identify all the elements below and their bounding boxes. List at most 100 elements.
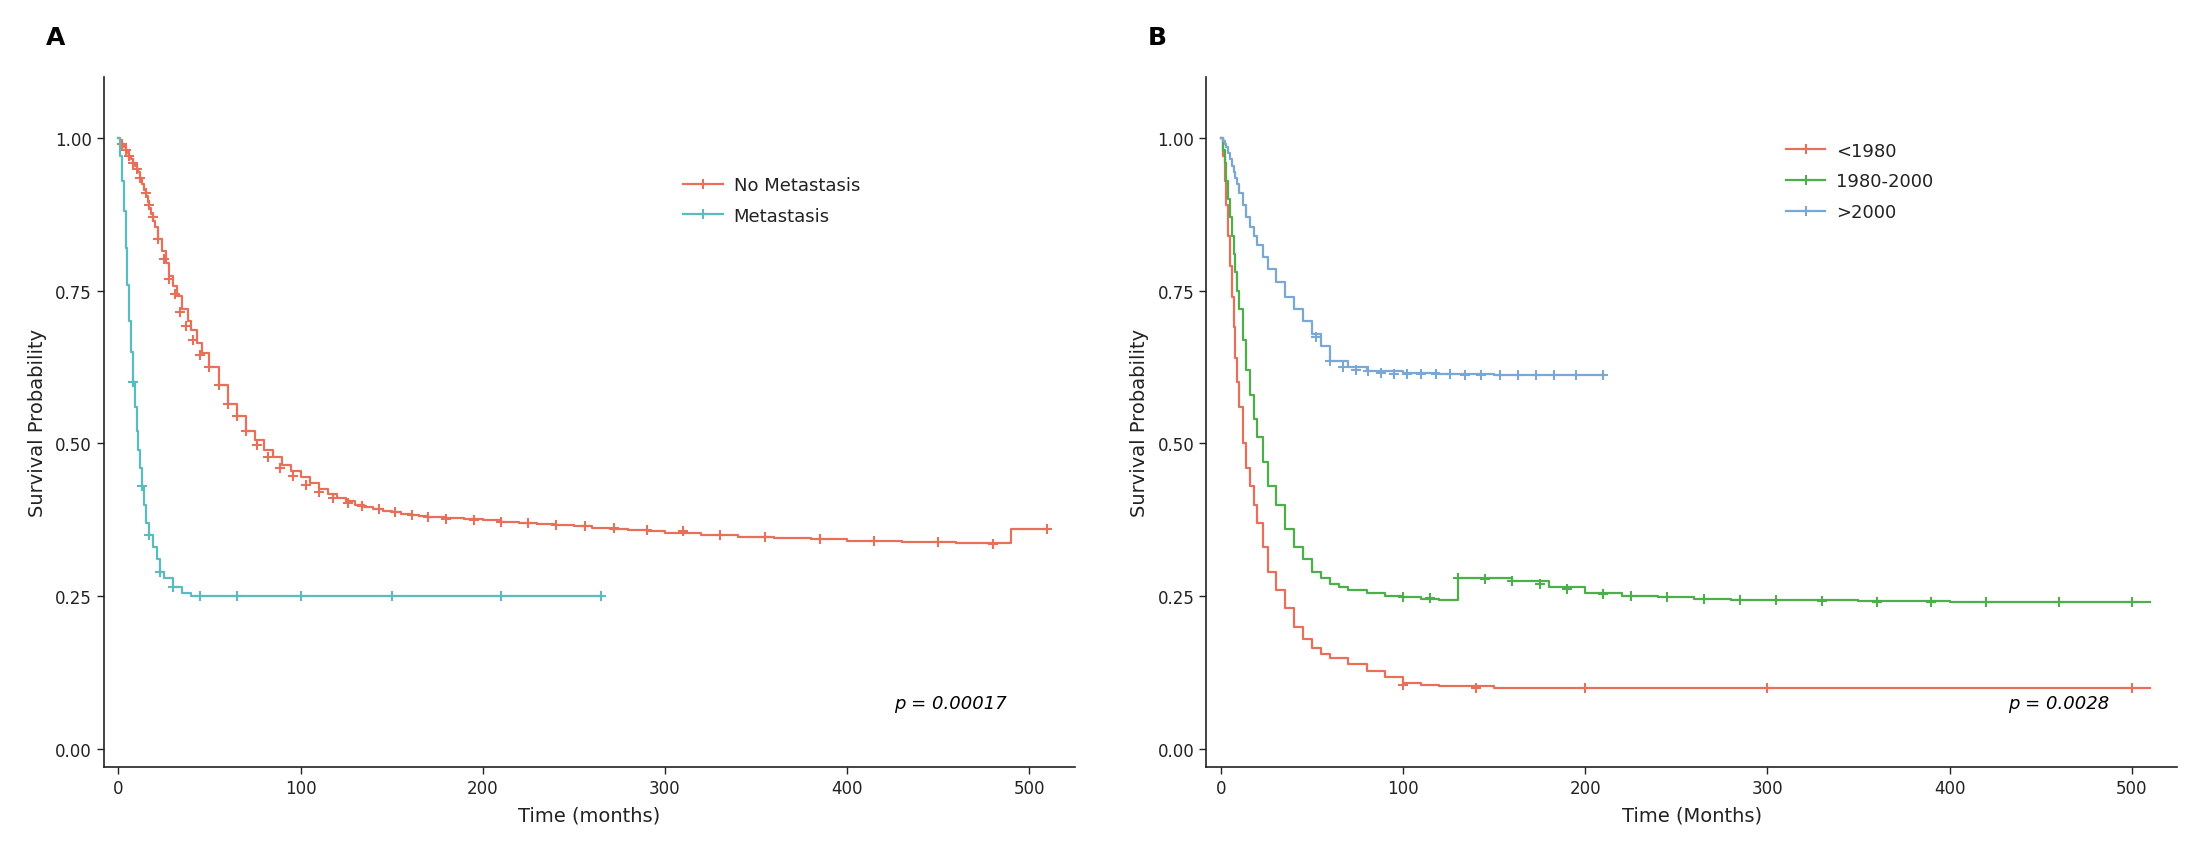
1980-2000 [2026,597,2053,607]
<1980 [1208,134,1235,144]
1980-2000 [1215,195,1241,205]
Metastasis [150,573,176,584]
<1980 [1755,682,1782,693]
1980-2000 [1272,524,1299,534]
1980-2000 [1233,366,1259,376]
Metastasis [170,588,196,598]
>2000 [1261,277,1288,287]
Metastasis [148,567,174,577]
1980-2000 [1224,286,1250,296]
>2000 [1237,222,1263,233]
>2000 [1272,292,1299,302]
>2000 [1299,329,1325,339]
>2000 [1217,155,1244,165]
Text: p = 0.0028: p = 0.0028 [2009,694,2110,712]
Y-axis label: Survival Probability: Survival Probability [1131,329,1149,516]
<1980 [1211,176,1237,187]
1980-2000 [1462,573,1488,584]
>2000 [1250,253,1277,263]
No Metastasis [106,134,132,144]
1980-2000 [1936,596,1962,607]
1980-2000 [1535,582,1561,592]
>2000 [1590,371,1616,381]
<1980 [1233,463,1259,474]
Metastasis [108,153,135,163]
1980-2000 [1290,555,1316,565]
<1980 [1290,634,1316,644]
>2000 [1389,369,1416,379]
<1980 [1250,543,1277,553]
<1980 [1389,678,1416,688]
<1980 [1244,518,1270,528]
<1980 [1261,585,1288,596]
<1980 [1211,153,1237,163]
<1980 [1219,323,1246,333]
>2000 [1241,232,1268,242]
>2000 [1219,167,1246,177]
Metastasis [121,402,148,412]
Metastasis [110,207,137,217]
<1980 [1219,292,1246,302]
Metastasis [130,500,157,510]
1980-2000 [1308,573,1334,584]
>2000 [1316,356,1343,366]
No Metastasis [944,538,970,549]
Metastasis [128,481,154,492]
<1980 [1299,643,1325,653]
Metastasis [126,445,152,455]
Metastasis [470,591,496,602]
1980-2000 [1211,146,1237,156]
1980-2000 [1645,592,1671,602]
Line: 1980-2000: 1980-2000 [1222,139,2150,602]
1980-2000 [1372,591,1398,602]
<1980 [1237,481,1263,492]
>2000 [1244,240,1270,250]
<1980 [1281,622,1308,632]
Metastasis [379,591,406,602]
1980-2000 [1572,588,1599,598]
>2000 [1211,137,1237,147]
<1980 [2137,682,2163,693]
Metastasis [119,377,146,388]
1980-2000 [1336,585,1363,596]
Metastasis [112,244,139,254]
No Metastasis [1034,524,1061,534]
<1980 [1213,201,1239,211]
X-axis label: Time (Months): Time (Months) [1621,805,1762,824]
1980-2000 [1607,591,1634,602]
Metastasis [115,280,141,291]
Metastasis [106,134,132,144]
Text: A: A [46,26,64,50]
<1980 [1482,682,1508,693]
Metastasis [234,591,260,602]
Metastasis [108,176,135,187]
<1980 [1217,262,1244,272]
>2000 [1222,174,1248,184]
<1980 [1336,659,1363,670]
<1980 [1572,682,1599,693]
1980-2000 [1261,500,1288,510]
Metastasis [123,427,150,437]
Metastasis [139,543,165,553]
Metastasis [196,591,223,602]
1980-2000 [1237,390,1263,400]
1980-2000 [1427,595,1453,605]
Line: >2000: >2000 [1222,139,1603,376]
Metastasis [143,555,170,565]
<1980 [1308,649,1334,659]
<1980 [1316,653,1343,664]
1980-2000 [1255,481,1281,492]
<1980 [1272,603,1299,613]
No Metastasis [342,500,368,510]
Line: Metastasis: Metastasis [119,139,602,596]
1980-2000 [1281,543,1308,553]
>2000 [1224,180,1250,190]
No Metastasis [368,506,395,516]
>2000 [1226,189,1252,199]
<1980 [1230,439,1257,449]
Line: No Metastasis: No Metastasis [119,139,1047,544]
1980-2000 [1230,335,1257,345]
No Metastasis [653,528,679,538]
Metastasis [159,582,185,592]
1980-2000 [1718,595,1744,605]
